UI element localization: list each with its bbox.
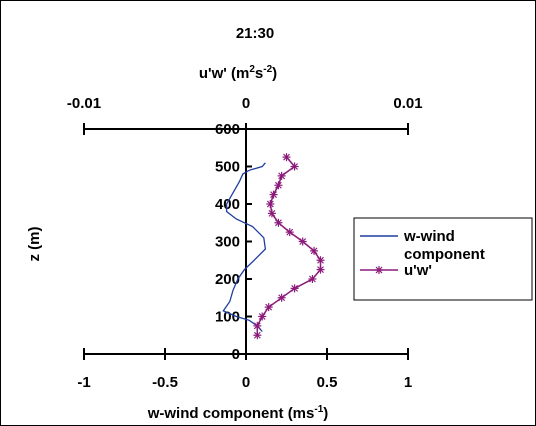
marker-stroke	[317, 256, 324, 264]
y-tick-label: 0	[232, 346, 240, 363]
data-point-marker	[264, 303, 273, 312]
top-tick-label: -0.01	[67, 95, 101, 112]
chart-title: 21:30	[236, 25, 274, 42]
data-point-marker	[277, 293, 286, 302]
bottom-axis-title: w-wind component (ms-1)	[147, 404, 329, 422]
data-point-marker	[258, 312, 267, 321]
top-axis-title: u'w' (m2s-2)	[199, 64, 277, 82]
top-tick-label: 0.01	[393, 95, 422, 112]
axes-group: -0.01 0 0.01 -1 -0.5 0 0.5 1 0 100 200 300 400 500 600	[67, 95, 423, 391]
data-point-marker	[277, 171, 286, 180]
data-point-marker	[269, 190, 278, 199]
y-axis-title: z (m)	[26, 227, 43, 262]
y-tick-label: 600	[215, 121, 240, 138]
marker-stroke	[310, 247, 318, 255]
data-point-marker	[253, 321, 262, 330]
bottom-tick-label: -0.5	[152, 374, 178, 391]
marker-stroke	[274, 181, 282, 189]
series-line	[222, 162, 267, 332]
legend-box	[353, 217, 533, 301]
marker-stroke	[278, 172, 286, 180]
series-group	[222, 153, 325, 340]
marker-stroke	[270, 191, 277, 199]
data-point-marker	[316, 265, 325, 274]
data-point-marker	[290, 162, 299, 171]
data-point-marker	[274, 218, 283, 227]
legend-marker	[375, 266, 383, 274]
data-point-marker	[274, 181, 283, 190]
data-point-marker	[308, 275, 317, 283]
bottom-tick-label: 0	[242, 374, 250, 391]
marker-stroke	[253, 322, 261, 330]
marker-stroke	[291, 163, 299, 170]
y-tick-label: 100	[215, 309, 240, 326]
data-point-marker	[310, 246, 319, 255]
marker-stroke	[268, 209, 276, 217]
y-tick-label: 300	[215, 234, 240, 251]
marker-stroke	[375, 266, 383, 274]
legend-label: w-wind	[403, 228, 455, 245]
marker-stroke	[308, 275, 316, 283]
y-tick-label: 500	[215, 159, 240, 176]
marker-stroke	[266, 200, 274, 208]
data-point-marker	[266, 200, 275, 208]
legend-label: u'w'	[404, 262, 432, 279]
bottom-tick-label: -1	[77, 374, 90, 391]
top-tick-label: 0	[242, 95, 250, 112]
marker-stroke	[291, 284, 299, 292]
data-point-marker	[253, 331, 262, 340]
data-point-marker	[267, 209, 276, 218]
data-point-marker	[316, 256, 325, 265]
marker-stroke	[299, 238, 307, 245]
data-point-marker	[282, 153, 291, 162]
marker-stroke	[278, 294, 286, 302]
marker-stroke	[317, 266, 324, 274]
data-point-marker	[290, 284, 299, 293]
data-point-marker	[285, 228, 294, 237]
y-tick-label: 200	[215, 271, 240, 288]
marker-stroke	[274, 219, 282, 227]
marker-stroke	[258, 313, 266, 320]
legend-label-line2: component	[404, 246, 485, 263]
bottom-tick-label: 1	[404, 374, 412, 391]
marker-stroke	[283, 153, 290, 161]
data-point-marker	[298, 237, 307, 246]
marker-stroke	[265, 303, 273, 311]
marker-stroke	[286, 228, 294, 236]
bottom-tick-label: 0.5	[317, 374, 338, 391]
y-tick-label: 400	[215, 196, 240, 213]
marker-stroke	[253, 331, 261, 339]
